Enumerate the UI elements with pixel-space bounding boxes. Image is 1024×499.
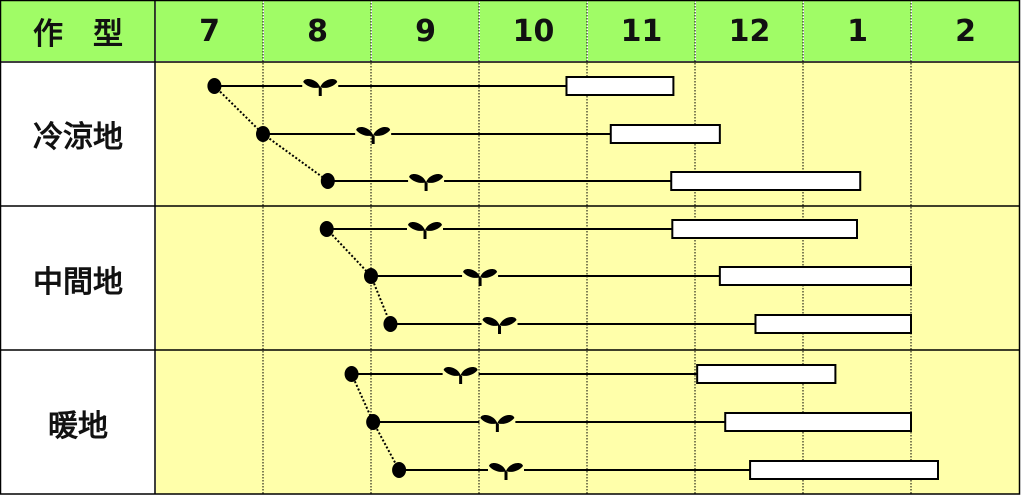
month-header: 2	[912, 1, 1019, 61]
group-label-warm: 暖地	[1, 351, 155, 494]
sowing-connector	[370, 275, 392, 325]
header-type-label: 作 型	[1, 1, 155, 61]
sprout-icon	[489, 463, 523, 480]
harvest-bar	[718, 266, 913, 286]
sowing-connector	[350, 373, 375, 423]
sprout-icon	[303, 79, 338, 96]
harvest-bar	[671, 219, 858, 239]
month-header: 1	[804, 1, 911, 61]
group-label-middle: 中間地	[1, 207, 155, 350]
harvest-bar	[754, 314, 912, 334]
sowing-connector	[325, 228, 372, 277]
harvest-bar	[749, 460, 940, 480]
month-header: 8	[264, 1, 371, 61]
sowing-connector	[372, 421, 400, 471]
sprout-icon	[443, 367, 478, 384]
sprout-icon	[482, 317, 517, 334]
month-header: 10	[480, 1, 587, 61]
month-header: 9	[372, 1, 479, 61]
harvest-bar	[724, 412, 912, 432]
sowing-dot	[320, 173, 335, 189]
month-header: 7	[156, 1, 263, 61]
sprout-icon	[480, 415, 515, 432]
sowing-connector	[213, 85, 264, 135]
sowing-connector	[262, 133, 329, 182]
group-label-cool: 冷涼地	[1, 62, 155, 206]
harvest-bar	[565, 76, 675, 96]
sprout-icon	[463, 269, 498, 286]
month-header: 12	[696, 1, 803, 61]
harvest-bar	[670, 171, 862, 191]
sowing-dot	[383, 316, 398, 332]
sowing-dot	[392, 462, 407, 478]
sprout-icon	[356, 127, 391, 144]
harvest-bar	[609, 124, 721, 144]
sprout-icon	[408, 222, 442, 239]
month-header: 11	[588, 1, 695, 61]
harvest-bar	[696, 364, 837, 384]
sprout-icon	[409, 174, 444, 191]
